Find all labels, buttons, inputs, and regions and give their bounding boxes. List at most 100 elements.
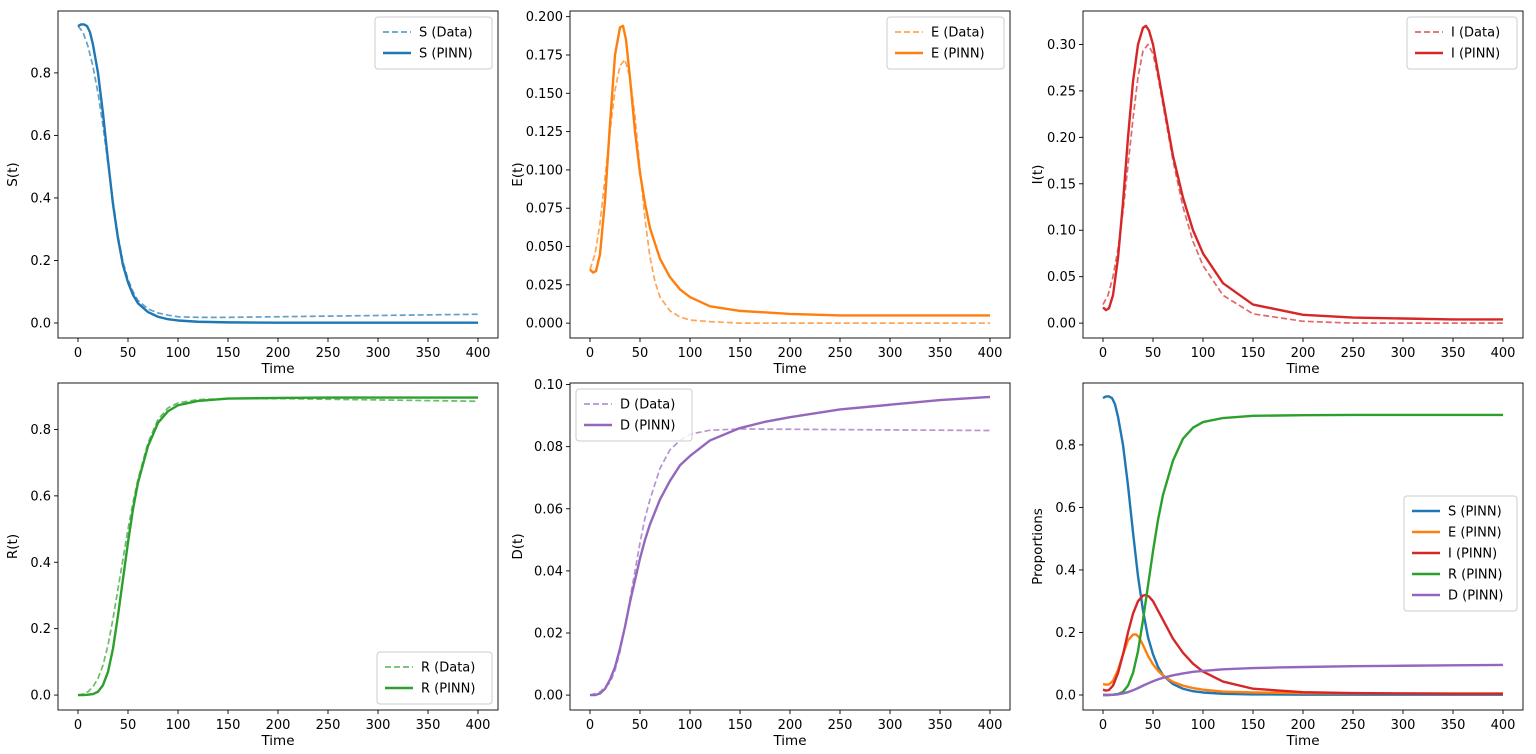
- y-tick-label: 0.050: [526, 240, 563, 255]
- x-tick-label: 0: [586, 718, 594, 733]
- y-tick-label: 0.8: [1055, 438, 1076, 453]
- legend-label: D (Data): [620, 398, 675, 413]
- y-tick-label: 0.150: [526, 87, 563, 102]
- legend-box: [886, 16, 1005, 70]
- x-tick-label: 250: [316, 718, 341, 733]
- x-tick-label: 150: [1241, 346, 1266, 361]
- legend: D (Data) D (PINN): [575, 388, 693, 442]
- x-tick-label: 200: [266, 346, 291, 361]
- x-tick-label: 100: [678, 718, 703, 733]
- y-tick-label: 0.30: [1047, 38, 1076, 53]
- x-tick-label: 300: [366, 718, 391, 733]
- series-line-r-data: [77, 397, 479, 696]
- x-tick-label: 0: [74, 346, 82, 361]
- series-line-e-pinn: [589, 24, 990, 317]
- y-tick-label: 0.6: [1055, 501, 1076, 516]
- subplot-1: 0 50 100 150 200 250 300 350 400 0.0 0.2 0.4 0.6 0.8 T…: [5, 10, 499, 377]
- legend: E (Data) E (PINN): [886, 16, 1005, 70]
- legend: S (Data) S (PINN): [374, 16, 493, 70]
- legend-box: [575, 388, 693, 442]
- x-tick-label: 50: [1145, 718, 1162, 733]
- y-tick-label: 0.2: [30, 622, 51, 637]
- y-tick-label: 0.2: [30, 254, 51, 269]
- y-tick-label: 0.0: [1055, 688, 1076, 703]
- x-axis-label: Time: [772, 361, 806, 377]
- x-tick-label: 300: [1391, 346, 1416, 361]
- x-tick-label: 250: [828, 718, 853, 733]
- y-tick-label: 0.4: [30, 191, 51, 206]
- x-tick-label: 350: [928, 346, 953, 361]
- legend-label: D (PINN): [620, 419, 675, 434]
- y-axis-label: I(t): [1030, 165, 1046, 185]
- y-tick-label: 0.0: [30, 316, 51, 331]
- x-tick-label: 50: [120, 346, 137, 361]
- y-axis-label: D(t): [510, 533, 526, 559]
- x-tick-label: 300: [878, 718, 903, 733]
- x-tick-label: 300: [1391, 718, 1416, 733]
- x-tick-label: 50: [632, 718, 649, 733]
- series-line-i-pinn: [1102, 593, 1503, 695]
- x-tick-label: 100: [166, 346, 191, 361]
- x-tick-label: 400: [466, 346, 491, 361]
- x-tick-label: 200: [778, 718, 803, 733]
- x-axis-label: Time: [260, 361, 294, 377]
- y-tick-label: 0.6: [30, 129, 51, 144]
- y-tick-label: 0.100: [526, 163, 563, 178]
- x-tick-label: 250: [1341, 346, 1366, 361]
- y-axis-label: Proportions: [1030, 508, 1046, 585]
- x-tick-label: 100: [1191, 718, 1216, 733]
- y-tick-label: 0.00: [534, 689, 563, 704]
- series-line-r-pinn: [1103, 413, 1503, 697]
- y-tick-label: 0.4: [1055, 563, 1076, 578]
- legend-label: R (Data): [421, 661, 475, 676]
- x-tick-label: 150: [728, 346, 753, 361]
- x-tick-label: 400: [1491, 346, 1516, 361]
- series-line-s-data: [77, 25, 479, 319]
- x-tick-label: 150: [216, 718, 241, 733]
- x-tick-label: 200: [1291, 346, 1316, 361]
- legend-label: E (PINN): [1448, 526, 1502, 541]
- x-axis-label: Time: [772, 733, 806, 749]
- y-tick-label: 0.0: [30, 689, 51, 704]
- series-line-d-data: [589, 428, 991, 696]
- y-tick-label: 0.00: [1047, 317, 1076, 332]
- x-tick-label: 350: [416, 718, 441, 733]
- legend-label: E (PINN): [931, 47, 985, 62]
- y-axis-label: S(t): [5, 162, 21, 186]
- subplot-3: 0 50 100 150 200 250 300 350 400 0.00 0.05 0.10 0.15…: [1030, 10, 1524, 377]
- x-tick-label: 200: [1291, 718, 1316, 733]
- y-tick-label: 0.08: [534, 440, 563, 455]
- x-axis-label: Time: [260, 733, 294, 749]
- series-line-d-pinn: [590, 395, 991, 697]
- x-tick-label: 150: [728, 718, 753, 733]
- x-tick-label: 300: [366, 346, 391, 361]
- x-tick-label: 150: [216, 346, 241, 361]
- x-tick-label: 200: [778, 346, 803, 361]
- legend-label: I (PINN): [1451, 47, 1500, 62]
- x-tick-label: 250: [1341, 718, 1366, 733]
- subplot-4: 0 50 100 150 200 250 300 350 400 0.0 0.2 0.4 0.6 0.8 T…: [5, 382, 499, 749]
- subplot-5: 0 50 100 150 200 250 300 350 400 0.00 0.02 0.04 0.06…: [510, 378, 1011, 749]
- y-tick-label: 0.075: [526, 202, 563, 217]
- x-tick-label: 100: [678, 346, 703, 361]
- y-tick-label: 0.4: [30, 556, 51, 571]
- y-tick-label: 0.10: [534, 378, 563, 393]
- series-line-s-pinn: [77, 23, 478, 324]
- y-tick-label: 0.8: [30, 423, 51, 438]
- x-tick-label: 350: [416, 346, 441, 361]
- y-tick-label: 0.04: [534, 564, 563, 579]
- legend-label: I (PINN): [1448, 547, 1497, 562]
- legend-box: [376, 651, 493, 705]
- y-tick-label: 0.200: [526, 10, 563, 25]
- legend: R (Data) R (PINN): [376, 651, 493, 705]
- y-tick-label: 0.15: [1047, 177, 1076, 192]
- x-tick-label: 400: [978, 346, 1003, 361]
- y-tick-label: 0.05: [1047, 270, 1076, 285]
- y-tick-label: 0.06: [534, 502, 563, 517]
- x-tick-label: 250: [828, 346, 853, 361]
- y-tick-label: 0.20: [1047, 131, 1076, 146]
- legend-label: S (PINN): [419, 47, 473, 62]
- y-tick-label: 0.175: [526, 48, 563, 63]
- x-axis-label: Time: [1285, 361, 1319, 377]
